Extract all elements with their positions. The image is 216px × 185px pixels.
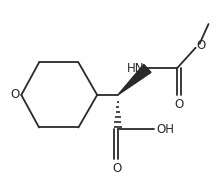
Text: HN: HN bbox=[127, 62, 145, 75]
Text: OH: OH bbox=[156, 123, 174, 136]
Text: O: O bbox=[197, 39, 206, 52]
Text: O: O bbox=[10, 88, 19, 101]
Text: O: O bbox=[174, 98, 184, 111]
Polygon shape bbox=[118, 64, 151, 95]
Text: O: O bbox=[112, 162, 121, 175]
